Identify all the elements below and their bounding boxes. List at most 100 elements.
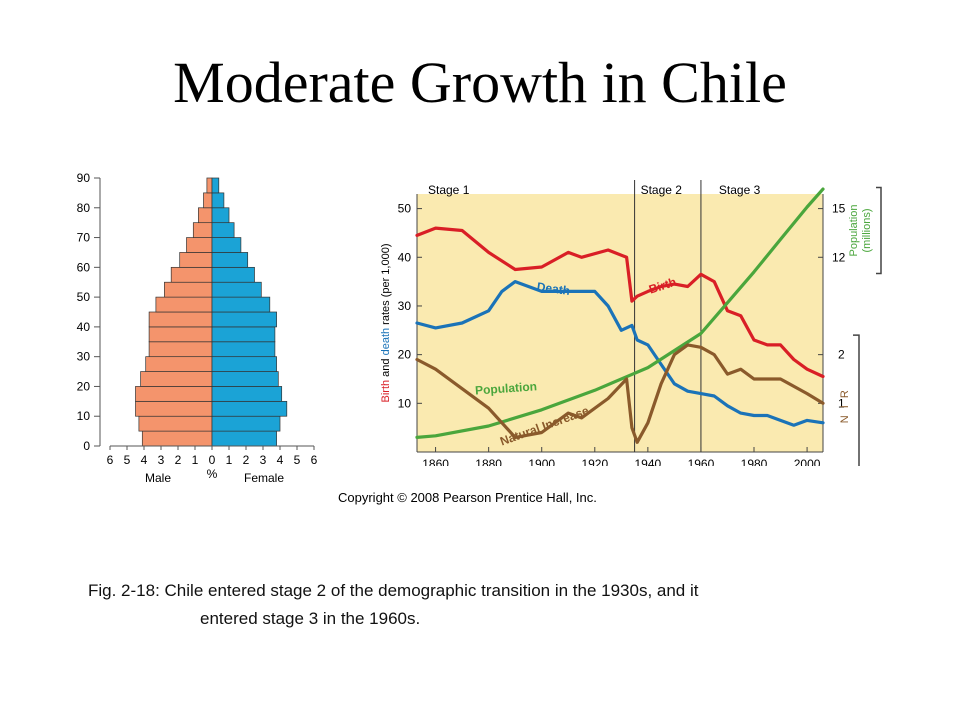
nir-tick-label: 1 xyxy=(838,396,845,410)
population-series-label: Population xyxy=(475,379,538,397)
pyramid-y-tick-label: 10 xyxy=(77,409,91,423)
male-bar xyxy=(192,222,213,238)
pyramid-x-tick-label: 3 xyxy=(158,453,165,467)
pyramid-x-tick-label: 6 xyxy=(311,453,318,467)
female-bar xyxy=(211,430,277,447)
population-axis-label: Population(millions) xyxy=(848,205,873,257)
population-tick-label: 12 xyxy=(832,250,846,264)
male-bar xyxy=(203,192,213,209)
pyramid-y-tick-label: 60 xyxy=(77,260,91,274)
female-bar xyxy=(211,311,277,328)
x-tick-label: 1960 xyxy=(688,457,715,466)
pyramid-y-tick-label: 80 xyxy=(77,201,91,215)
y-tick-label: 30 xyxy=(398,299,412,313)
stage-3-label: Stage 3 xyxy=(719,183,761,197)
y-tick-label: 40 xyxy=(398,250,412,264)
male-bar xyxy=(148,311,213,328)
death-series-label: Death xyxy=(536,279,571,298)
female-bar xyxy=(211,356,277,372)
pyramid-x-tick-label: 2 xyxy=(175,453,182,467)
natural-increase-line xyxy=(415,343,825,444)
population-bracket xyxy=(876,186,882,275)
female-bar xyxy=(211,371,279,387)
y-tick-label: 50 xyxy=(398,202,412,216)
population-tick-label: 15 xyxy=(832,202,846,216)
death-rate-line xyxy=(415,280,825,427)
pyramid-y-tick-label: 70 xyxy=(77,231,91,245)
pyramid-axes xyxy=(94,177,315,450)
pyramid-y-tick-label: 90 xyxy=(77,171,91,185)
y-axis-label: Birth and death rates (per 1,000) xyxy=(380,244,392,403)
y-tick-label: 20 xyxy=(398,348,412,362)
male-bar xyxy=(179,252,213,268)
male-bar xyxy=(170,266,213,283)
female-bar xyxy=(211,207,230,224)
y-axis-label-part: death xyxy=(380,328,392,356)
chart-series-lines xyxy=(415,187,825,444)
x-tick-label: 1940 xyxy=(635,457,662,466)
male-bar xyxy=(148,326,213,343)
male-bar xyxy=(164,281,213,298)
pyramid-x-label-male: Male xyxy=(145,471,171,485)
female-bar xyxy=(211,266,255,283)
pyramid-x-label-female: Female xyxy=(244,471,284,485)
copyright-notice: Copyright © 2008 Pearson Prentice Hall, … xyxy=(338,490,597,505)
population-line xyxy=(415,187,825,439)
female-bar xyxy=(211,252,249,268)
pyramid-bars xyxy=(135,177,288,447)
male-bar xyxy=(138,415,213,432)
pyramid-x-tick-label: 1 xyxy=(226,453,233,467)
x-tick-label: 1920 xyxy=(581,457,608,466)
caption-line-1: Fig. 2-18: Chile entered stage 2 of the … xyxy=(88,581,699,600)
nir-axis-label: N I R xyxy=(839,388,851,423)
pyramid-x-tick-label: 5 xyxy=(294,453,301,467)
male-bar xyxy=(206,177,213,194)
female-bar xyxy=(211,237,242,253)
female-bar xyxy=(211,296,271,313)
pyramid-x-tick-label: 3 xyxy=(260,453,267,467)
y-axis-label-part: rates (per 1,000) xyxy=(380,244,392,328)
slide-title: Moderate Growth in Chile xyxy=(173,50,787,115)
x-tick-label: 1860 xyxy=(422,457,449,466)
population-axis-label-line-1: Population xyxy=(848,205,860,257)
female-bar xyxy=(211,341,276,358)
female-bar xyxy=(211,192,225,209)
male-bar xyxy=(140,371,213,387)
female-bar xyxy=(211,386,283,402)
male-bar xyxy=(135,400,213,417)
pyramid-x-tick-label: 4 xyxy=(277,453,284,467)
population-axis-label-line-2: (millions) xyxy=(861,209,873,253)
y-axis-label-part: Birth xyxy=(380,380,392,403)
stage-2-label: Stage 2 xyxy=(641,183,683,197)
male-bar xyxy=(145,356,213,372)
pyramid-x-tick-label: 4 xyxy=(141,453,148,467)
female-bar xyxy=(211,222,235,238)
pyramid-y-tick-label: 30 xyxy=(77,350,91,364)
x-tick-label: 1900 xyxy=(528,457,555,466)
male-bar xyxy=(186,237,213,253)
stage-1-label: Stage 1 xyxy=(428,183,470,197)
male-bar xyxy=(135,386,213,402)
pyramid-x-tick-label: 6 xyxy=(107,453,114,467)
x-tick-label: 1980 xyxy=(741,457,768,466)
demographic-transition-chart: Stage 1 Stage 2 Stage 3 1860 1880 1900 1920 194… xyxy=(380,180,882,466)
pyramid-y-tick-label: 40 xyxy=(77,320,91,334)
female-bar xyxy=(211,400,288,417)
caption-line-2: entered stage 3 in the 1960s. xyxy=(200,609,421,628)
y-axis-label-part: and xyxy=(380,355,392,379)
nir-bracket xyxy=(853,334,860,466)
female-bar xyxy=(211,177,220,194)
male-bar xyxy=(155,296,213,313)
chart-stage-lines xyxy=(416,180,882,466)
pyramid-x-tick-label: 2 xyxy=(243,453,250,467)
male-bar xyxy=(141,430,213,447)
pyramid-x-label-percent: % xyxy=(207,467,218,481)
figure-caption: Fig. 2-18: Chile entered stage 2 of the … xyxy=(88,577,908,633)
birth-rate-line xyxy=(415,226,825,379)
x-tick-label: 2000 xyxy=(794,457,821,466)
male-bar xyxy=(148,341,213,358)
female-bar xyxy=(211,281,262,298)
pyramid-y-tick-label: 0 xyxy=(83,439,90,453)
pyramid-y-tick-label: 50 xyxy=(77,290,91,304)
